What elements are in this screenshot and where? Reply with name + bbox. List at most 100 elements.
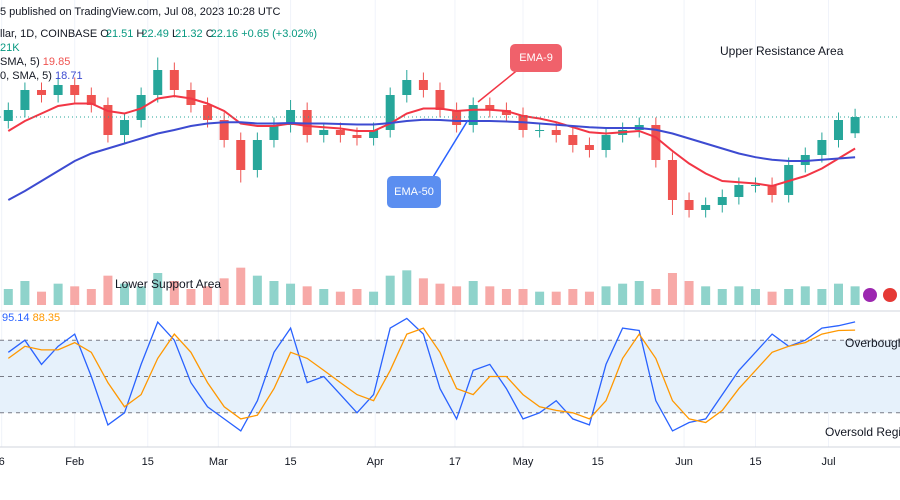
candle-body [120, 120, 130, 135]
symbol-line: llar, 1D, COINBASE O21.51 H22.49 L21.32 … [0, 28, 317, 40]
x-tick-label: Apr [367, 456, 384, 468]
volume-bar [203, 286, 213, 305]
x-tick-label: 6 [0, 456, 5, 468]
candle-body [817, 140, 827, 155]
volume-bar [501, 289, 511, 305]
symbol: llar, 1D, COINBASE [0, 28, 97, 40]
volume-bar [717, 289, 727, 305]
volume-bar [833, 283, 843, 305]
ohlc-label: H [136, 28, 144, 40]
candle-body [335, 130, 345, 135]
x-tick-label: May [513, 456, 534, 468]
volume-bar [634, 281, 644, 305]
volume-bar [153, 273, 163, 305]
x-tick-label: Jun [675, 456, 693, 468]
volume-value: 21K [0, 42, 20, 54]
volume-bar [618, 283, 628, 305]
candle-body [385, 95, 395, 130]
candle-body [767, 185, 777, 195]
volume-bar [385, 275, 395, 305]
candle-body [53, 85, 63, 95]
volume-bar [286, 283, 296, 305]
candle-body [485, 105, 495, 110]
candle-body [717, 197, 727, 205]
candle-body [734, 185, 744, 197]
stoch-d-value: 88.35 [33, 312, 61, 324]
callout-label: EMA-50 [394, 186, 434, 198]
ma-label: SMA, 5) [0, 56, 40, 68]
volume-bar [800, 286, 810, 305]
candle-body [3, 110, 13, 121]
ohlc-value: 22.16 [211, 28, 239, 40]
candle-body [435, 90, 445, 110]
volume-bar [369, 291, 379, 305]
candle-body [601, 135, 611, 150]
stoch-legend: 95.14 88.35 [2, 312, 60, 324]
event-icon[interactable] [863, 288, 877, 302]
candle-body [236, 140, 246, 170]
volume-bar [86, 289, 96, 305]
x-tick-label: 15 [284, 456, 296, 468]
candle-body [103, 105, 113, 135]
x-tick-label: Mar [209, 456, 228, 468]
ohlc-value: 22.49 [141, 28, 169, 40]
volume-bar [701, 286, 711, 305]
volume-bar [269, 281, 279, 305]
candle-body [402, 80, 412, 95]
volume-bar [3, 289, 13, 305]
x-tick-label: Feb [65, 456, 84, 468]
volume-bar [418, 278, 428, 305]
volume-bar [601, 286, 611, 305]
volume-bar [568, 289, 578, 305]
volume-bar [485, 286, 495, 305]
ohlc-label: L [172, 28, 178, 40]
volume-bar [767, 291, 777, 305]
candle-body [584, 145, 594, 150]
volume-bar [219, 278, 229, 305]
x-tick-label: 15 [142, 456, 154, 468]
candle-body [70, 85, 80, 95]
volume-bar [784, 289, 794, 305]
volume-bar [319, 289, 329, 305]
ma-label: 0, SMA, 5) [0, 70, 52, 82]
candle-body [418, 80, 428, 90]
candle-body [568, 135, 578, 145]
candle-body [286, 110, 296, 125]
flag-icon[interactable] [883, 288, 897, 302]
candle-body [269, 125, 279, 140]
volume-bar [120, 283, 130, 305]
candle-body [37, 90, 47, 95]
price-change: +0.65 (+3.02%) [241, 28, 317, 40]
ma-line: 0, SMA, 5) 18.71 [0, 70, 83, 82]
candle-body [701, 205, 711, 210]
support-label: Lower Support Area [115, 277, 221, 291]
oversold-label: Oversold Region [825, 425, 900, 439]
candle-body [850, 117, 860, 134]
volume-bar [535, 291, 545, 305]
volume-bar [352, 289, 362, 305]
candle-body [667, 160, 677, 200]
volume-bar [684, 281, 694, 305]
stoch-k-value: 95.14 [2, 312, 30, 324]
volume-bar [37, 291, 47, 305]
volume-bar [70, 286, 80, 305]
candle-body [833, 120, 843, 140]
callout-arrow [429, 119, 469, 183]
candle-body [501, 110, 511, 115]
volume-bar [667, 273, 677, 305]
volume-bar [252, 275, 262, 305]
ema-line [7, 94, 856, 188]
candle-body [86, 95, 96, 105]
candle-body [20, 90, 30, 110]
volume-bar [435, 283, 445, 305]
candle-body [535, 130, 545, 131]
callout-label: EMA-9 [519, 52, 553, 64]
candle-body [252, 140, 262, 170]
volume-bar [20, 281, 30, 305]
candle-body [203, 105, 213, 120]
volume-bar [817, 289, 827, 305]
candle-body [319, 130, 329, 135]
candle-body [169, 70, 179, 90]
